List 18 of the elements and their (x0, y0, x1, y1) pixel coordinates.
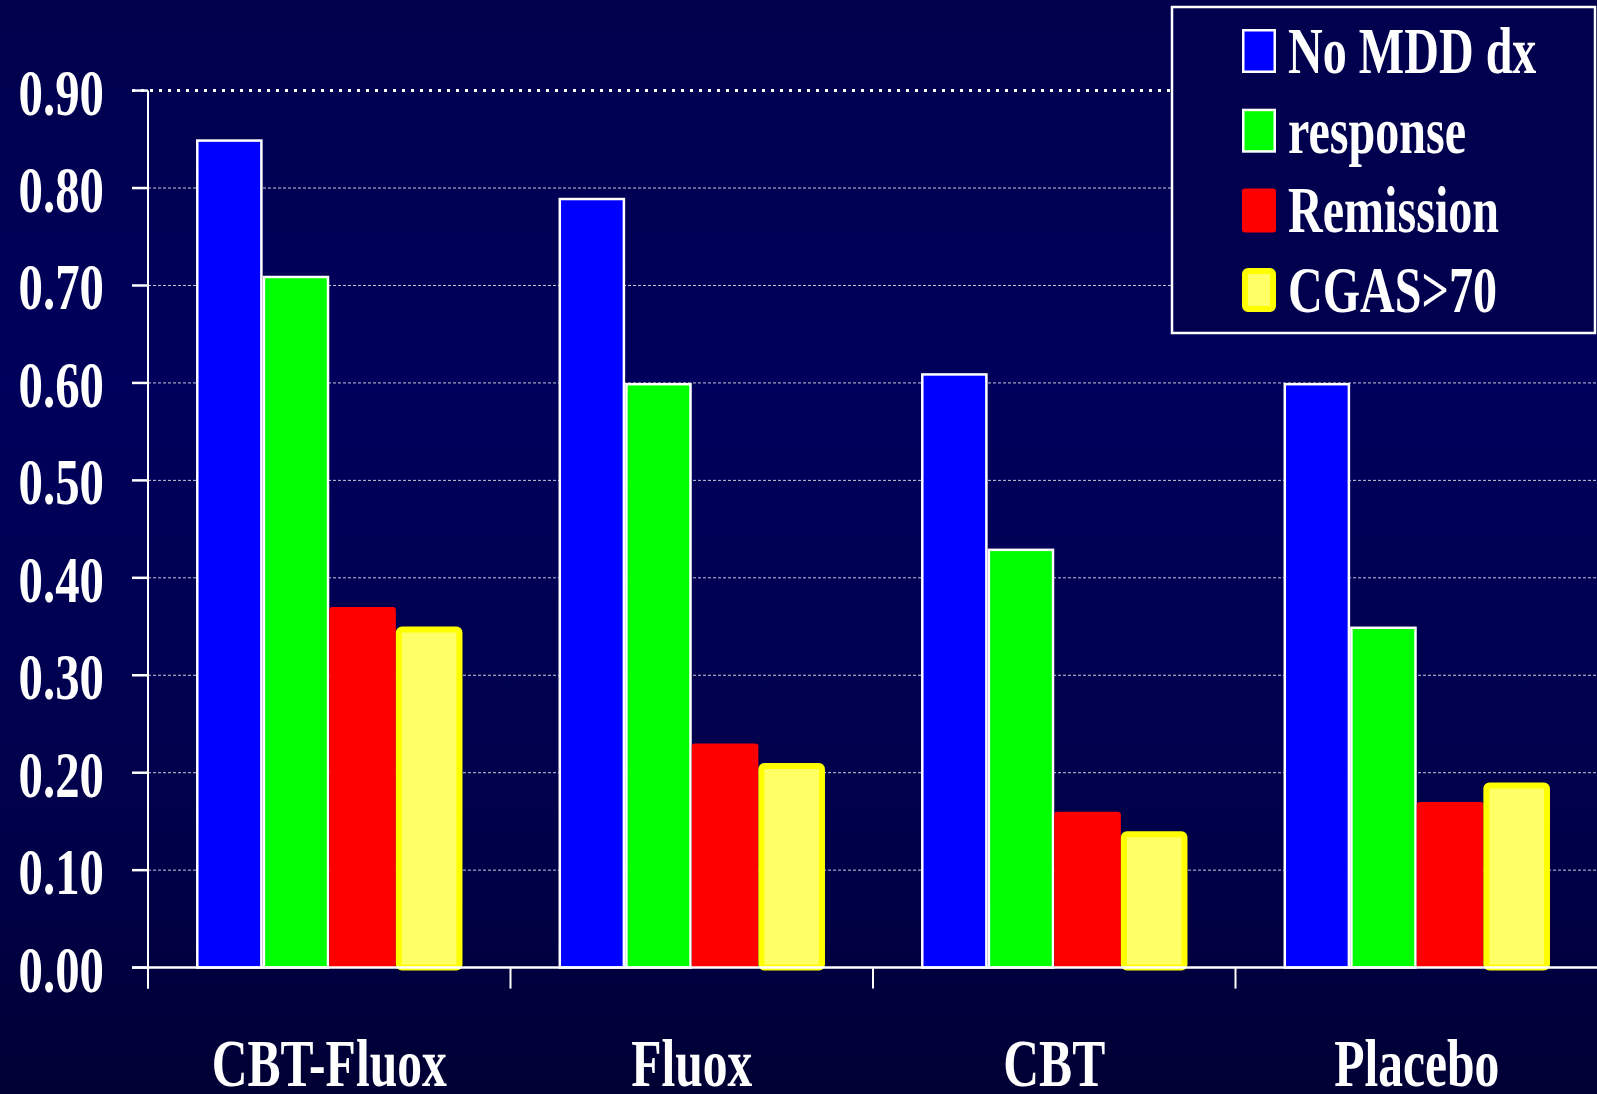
y-tick-label: 0.40 (18, 542, 104, 617)
legend-label: CGAS>70 (1288, 254, 1498, 326)
y-tick-label: 0.70 (18, 250, 104, 325)
y-tick-label: 0.00 (18, 932, 104, 1007)
x-tick-label: CBT-Fluox (211, 1025, 448, 1094)
legend-label: No MDD dx (1288, 15, 1537, 87)
y-tick-label: 0.50 (18, 445, 104, 520)
y-tick-label: 0.60 (18, 347, 104, 422)
y-tick-label: 0.10 (18, 835, 104, 909)
y-tick-label: 0.30 (18, 640, 104, 715)
x-tick-label: Fluox (631, 1025, 753, 1094)
legend-label: Remission (1288, 174, 1500, 247)
x-tick-label: CBT (1003, 1025, 1106, 1094)
y-tick-label: 0.80 (18, 152, 104, 227)
y-tick-label: 0.90 (18, 55, 104, 130)
legend-label: response (1288, 94, 1467, 167)
y-tick-label: 0.20 (18, 737, 104, 812)
x-tick-label: Placebo (1334, 1025, 1500, 1094)
